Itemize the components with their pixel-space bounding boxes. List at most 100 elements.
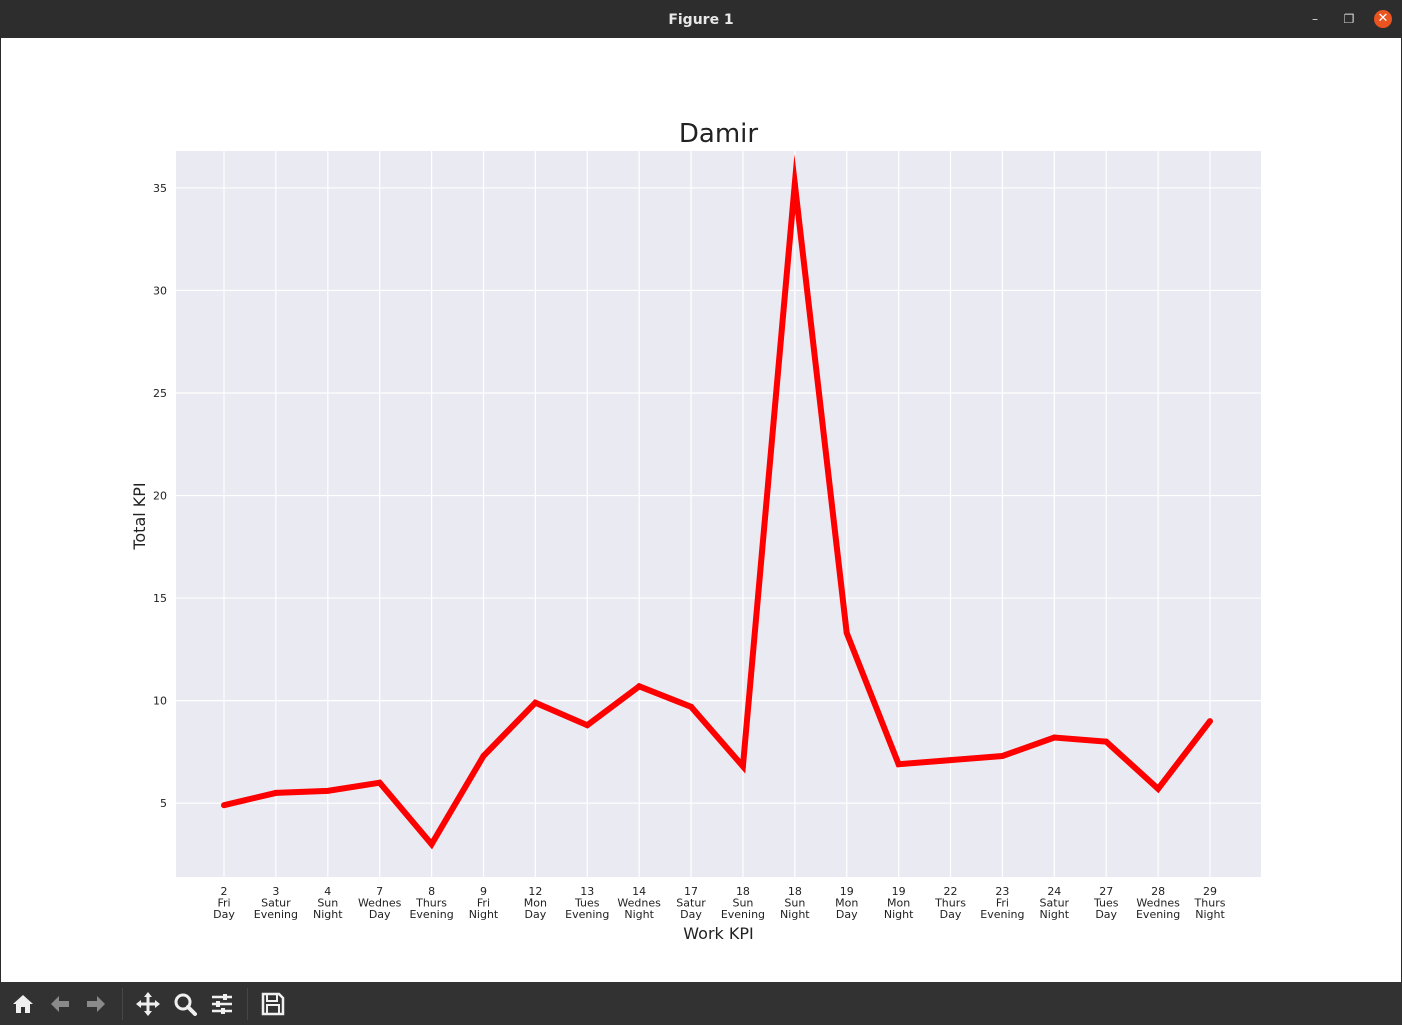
configure-subplots-button[interactable] xyxy=(208,990,236,1018)
x-tick-label: Day xyxy=(213,908,235,921)
y-tick-label: 10 xyxy=(153,695,167,708)
series-line xyxy=(223,154,1213,850)
line-chart: 51015202530352FriDay3SaturEvening4SunNig… xyxy=(130,119,1261,943)
toolbar-separator xyxy=(247,988,248,1020)
y-tick-label: 35 xyxy=(153,182,167,195)
data-point xyxy=(688,703,695,710)
x-tick-label: 28 xyxy=(1151,885,1165,898)
x-tick-label: Satur xyxy=(261,897,291,910)
data-point xyxy=(532,699,539,706)
x-tick-label: Evening xyxy=(721,908,765,921)
plot-area xyxy=(176,151,1261,877)
y-tick-label: 5 xyxy=(160,797,167,810)
x-tick-label: Evening xyxy=(980,908,1024,921)
configure-subplots-icon xyxy=(212,994,232,1014)
x-tick-label: Thurs xyxy=(415,897,447,910)
x-tick-label: 19 xyxy=(840,885,854,898)
x-tick-label: Night xyxy=(624,908,654,921)
x-tick-label: 19 xyxy=(892,885,906,898)
data-point xyxy=(272,789,279,796)
data-point xyxy=(636,683,643,690)
x-tick-label: Thurs xyxy=(934,897,966,910)
data-point xyxy=(999,753,1006,759)
x-tick-label: 2 xyxy=(221,885,228,898)
data-point xyxy=(376,779,383,786)
x-tick-label: Wednes xyxy=(358,897,402,910)
data-point xyxy=(843,629,850,636)
x-tick-label: Mon xyxy=(887,897,910,910)
data-point xyxy=(895,761,902,768)
x-tick-label: Night xyxy=(469,908,499,921)
data-point xyxy=(1103,738,1110,745)
minimize-icon[interactable]: – xyxy=(1312,12,1318,26)
x-tick-label: Evening xyxy=(254,908,298,921)
x-tick-label: Satur xyxy=(676,897,706,910)
window-title: Figure 1 xyxy=(668,12,734,28)
x-tick-label: Day xyxy=(836,908,858,921)
x-tick-label: Day xyxy=(680,908,702,921)
forward-arrow-icon xyxy=(87,996,105,1012)
x-tick-label: 17 xyxy=(684,885,698,898)
x-tick-label: Wednes xyxy=(617,897,661,910)
x-tick-label: Mon xyxy=(524,897,547,910)
home-button[interactable] xyxy=(9,990,37,1018)
x-tick-label: Night xyxy=(780,908,810,921)
x-tick-label: 4 xyxy=(324,885,331,898)
navigation-toolbar xyxy=(0,982,1402,1025)
x-tick-label: Evening xyxy=(1136,908,1180,921)
save-icon xyxy=(261,992,285,1016)
y-tick-label: 25 xyxy=(153,387,167,400)
data-point xyxy=(324,787,331,794)
y-axis-label: Total KPI xyxy=(130,482,149,550)
forward-button[interactable] xyxy=(82,990,110,1018)
x-tick-label: 9 xyxy=(480,885,487,898)
x-tick-label: 29 xyxy=(1203,885,1217,898)
x-tick-label: Evening xyxy=(409,908,453,921)
y-tick-label: 15 xyxy=(153,592,167,605)
x-axis-label: Work KPI xyxy=(683,924,753,943)
x-tick-label: Day xyxy=(525,908,547,921)
data-point xyxy=(480,753,487,759)
data-point xyxy=(739,763,746,770)
close-icon[interactable]: ✕ xyxy=(1374,10,1392,28)
x-tick-label: 27 xyxy=(1099,885,1113,898)
x-tick-label: Satur xyxy=(1040,897,1070,910)
x-tick-label: Tues xyxy=(574,897,600,910)
x-tick-label: Sun xyxy=(317,897,338,910)
x-tick-label: 18 xyxy=(788,885,802,898)
data-point xyxy=(947,757,954,764)
x-tick-label: 3 xyxy=(272,885,279,898)
pan-icon xyxy=(136,992,160,1016)
x-tick-label: Wednes xyxy=(1136,897,1180,910)
data-point xyxy=(428,841,435,848)
x-tick-label: Night xyxy=(1040,908,1070,921)
x-tick-label: Day xyxy=(940,908,962,921)
x-tick-label: Tues xyxy=(1093,897,1119,910)
x-tick-label: 22 xyxy=(944,885,958,898)
zoom-button[interactable] xyxy=(171,990,199,1018)
data-point xyxy=(1155,785,1162,792)
x-tick-label: Day xyxy=(369,908,391,921)
back-button[interactable] xyxy=(46,990,74,1018)
maximize-icon[interactable]: ❐ xyxy=(1343,12,1355,26)
save-button[interactable] xyxy=(259,990,287,1018)
y-tick-label: 30 xyxy=(153,284,167,297)
data-point xyxy=(584,722,591,729)
data-point xyxy=(791,180,798,187)
figure-canvas: 5 10 15 20 25 30 35 2 Fri Day 3 Satur Evening 4 Sun Nig… xyxy=(1,38,1401,982)
x-tick-label: Sun xyxy=(784,897,805,910)
x-tick-label: Fri xyxy=(217,897,230,910)
window-titlebar: Figure 1 – ❐ ✕ xyxy=(0,0,1402,39)
x-tick-label: Night xyxy=(313,908,343,921)
x-tick-label: Sun xyxy=(732,897,753,910)
x-tick-label: 14 xyxy=(632,885,646,898)
x-tick-label: 18 xyxy=(736,885,750,898)
x-tick-label: Mon xyxy=(835,897,858,910)
data-point xyxy=(221,802,227,809)
x-tick-label: Night xyxy=(884,908,914,921)
x-tick-label: Fri xyxy=(477,897,490,910)
pan-button[interactable] xyxy=(134,990,162,1018)
x-tick-label: 12 xyxy=(528,885,542,898)
toolbar-separator xyxy=(122,988,123,1020)
x-tick-label: 23 xyxy=(995,885,1009,898)
